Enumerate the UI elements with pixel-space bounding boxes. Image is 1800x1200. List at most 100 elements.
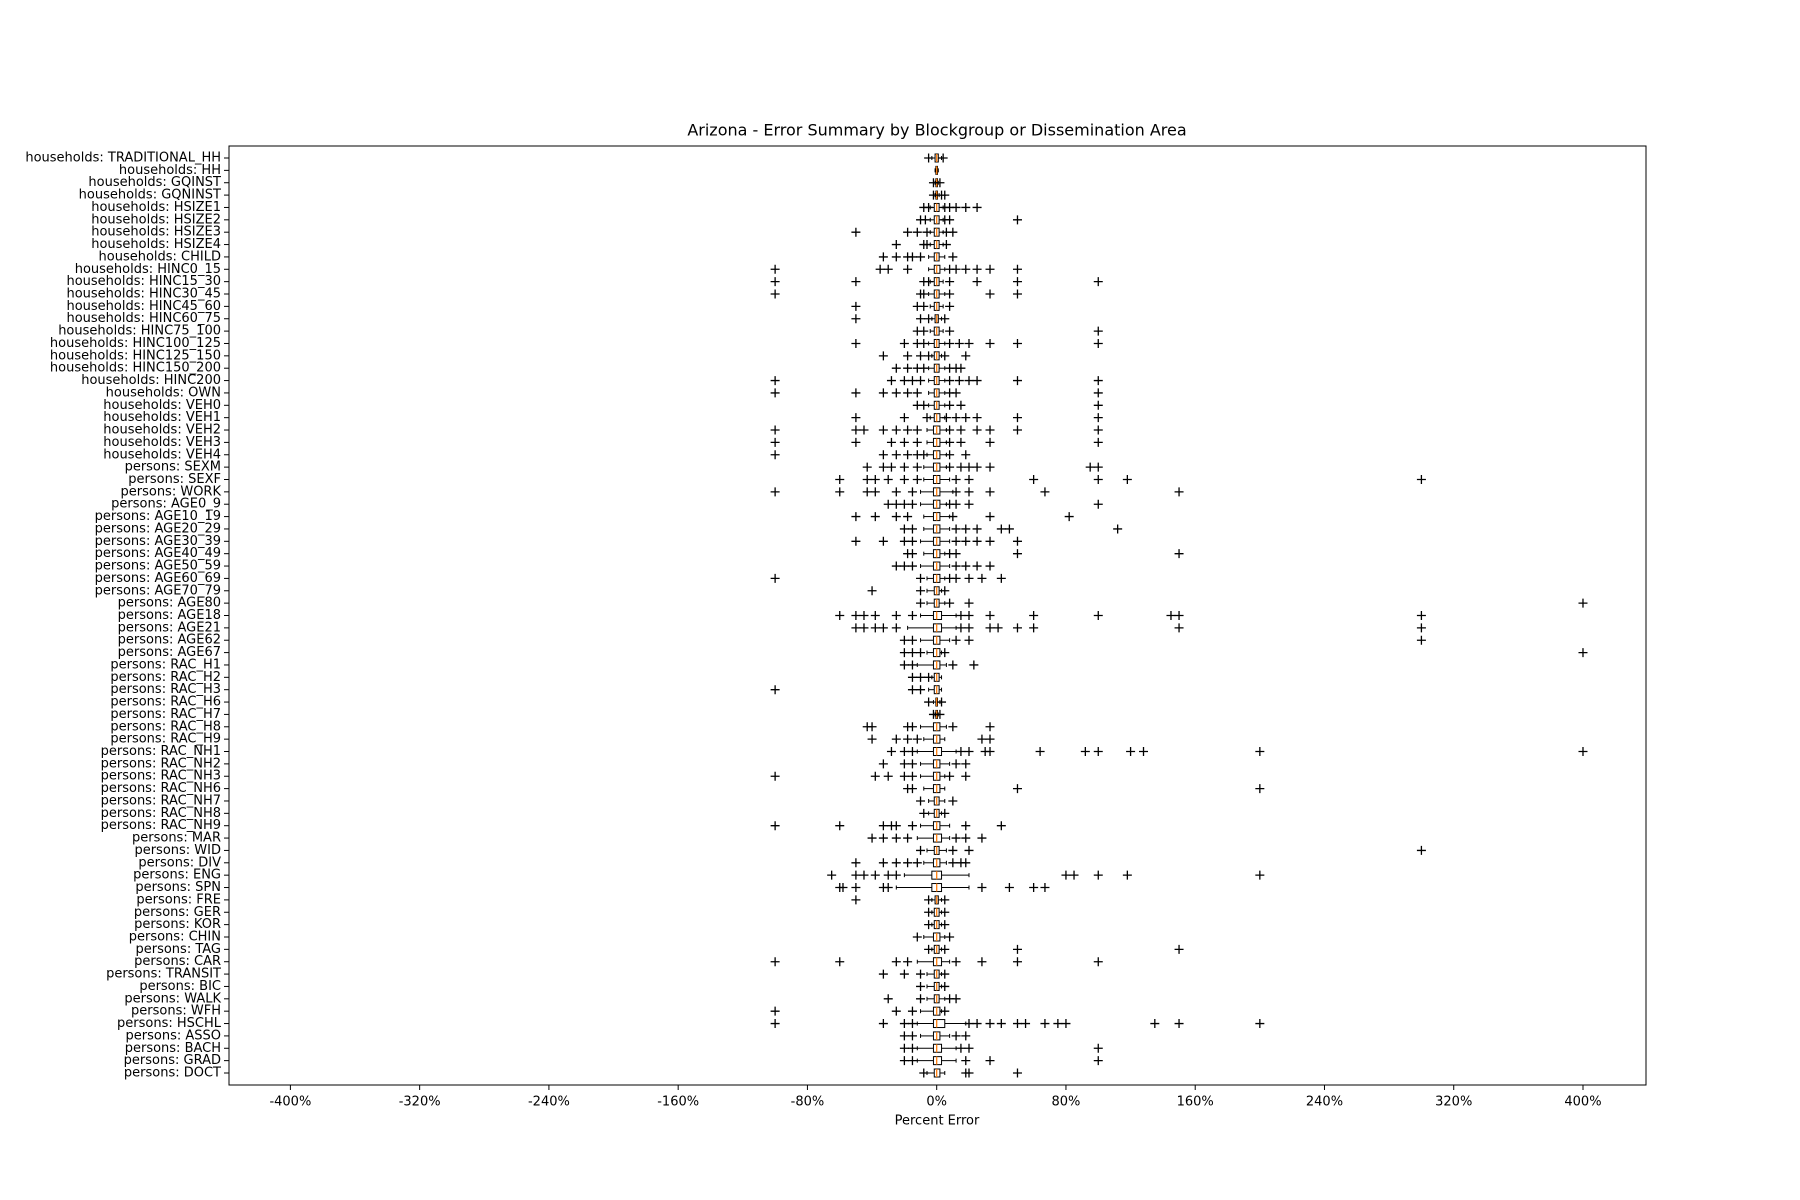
x-tick-label: -240%: [528, 1095, 570, 1110]
flier: [945, 215, 955, 225]
flier: [907, 1056, 917, 1066]
y-tick-label: households: GQINST: [88, 175, 221, 190]
flier: [972, 561, 982, 571]
y-tick-label: persons: SPN: [135, 880, 221, 895]
flier: [961, 1031, 971, 1041]
flier: [951, 388, 961, 398]
flier: [945, 598, 955, 608]
flier: [972, 413, 982, 423]
flier: [951, 474, 961, 484]
flier: [924, 314, 934, 324]
flier: [985, 264, 995, 274]
flier: [1126, 747, 1136, 757]
flier: [948, 512, 958, 522]
flier: [891, 734, 901, 744]
flier: [1085, 462, 1095, 472]
flier: [972, 202, 982, 212]
flier: [964, 635, 974, 645]
flier: [996, 573, 1006, 583]
x-tick-label: -160%: [657, 1095, 699, 1110]
flier: [903, 858, 913, 868]
flier: [945, 771, 955, 781]
flier: [940, 314, 950, 324]
flier: [878, 425, 888, 435]
flier: [951, 499, 961, 509]
flier: [951, 635, 961, 645]
y-tick-label: households: HINC30_45: [66, 287, 221, 302]
y-tick-label: households: OWN: [106, 385, 221, 400]
flier: [1004, 883, 1014, 893]
flier: [891, 821, 901, 831]
flier: [1578, 648, 1588, 658]
flier: [964, 623, 974, 633]
flier: [916, 376, 926, 386]
y-tick-label: persons: RAC_NH3: [101, 769, 221, 784]
flier: [972, 524, 982, 534]
flier: [916, 314, 926, 324]
flier: [940, 981, 950, 991]
flier: [920, 215, 930, 225]
flier: [1012, 536, 1022, 546]
y-tick-label: persons: MAR: [132, 831, 221, 846]
y-tick-label: households: CHILD: [99, 249, 221, 264]
flier: [891, 425, 901, 435]
flier: [985, 437, 995, 447]
flier: [1040, 883, 1050, 893]
y-tick-label: persons: AGE60_69: [95, 571, 221, 586]
flier: [961, 351, 971, 361]
flier: [912, 388, 922, 398]
flier: [891, 252, 901, 262]
flier: [912, 474, 922, 484]
flier: [903, 363, 913, 373]
flier: [862, 462, 872, 472]
flier: [859, 870, 869, 880]
flier: [985, 623, 995, 633]
flier: [907, 252, 917, 262]
flier: [1029, 883, 1039, 893]
flier: [851, 623, 861, 633]
flier: [903, 833, 913, 843]
flier: [903, 388, 913, 398]
y-tick-label: households: HINC200: [81, 373, 221, 388]
flier: [924, 351, 934, 361]
flier: [851, 895, 861, 905]
flier: [899, 524, 909, 534]
flier: [951, 759, 961, 769]
y-tick-label: households: HH: [119, 163, 221, 178]
flier: [770, 573, 780, 583]
y-tick-label: households: HINC0_15: [75, 262, 221, 277]
flier: [945, 326, 955, 336]
flier: [878, 536, 888, 546]
y-tick-label: households: HINC60_75: [66, 311, 221, 326]
flier: [956, 623, 966, 633]
flier: [1093, 747, 1103, 757]
flier: [969, 660, 979, 670]
flier: [907, 722, 917, 732]
flier: [935, 709, 945, 719]
flier: [1174, 944, 1184, 954]
flier: [907, 536, 917, 546]
flier: [1093, 1056, 1103, 1066]
flier: [945, 277, 955, 287]
flier: [951, 413, 961, 423]
flier: [972, 425, 982, 435]
x-tick-label: -80%: [791, 1095, 825, 1110]
y-tick-label: households: TRADITIONAL_HH: [25, 151, 221, 166]
y-tick-label: persons: DIV: [138, 855, 221, 870]
flier: [891, 611, 901, 620]
flier: [916, 573, 926, 583]
flier: [1012, 623, 1022, 633]
flier: [770, 487, 780, 497]
flier: [1416, 623, 1426, 633]
y-tick-label: persons: RAC_H6: [110, 695, 221, 710]
flier: [961, 821, 971, 831]
flier: [907, 1019, 917, 1029]
flier: [919, 400, 929, 410]
flier: [1069, 870, 1079, 880]
flier: [916, 648, 926, 658]
flier: [961, 561, 971, 571]
flier: [951, 994, 961, 1004]
flier: [878, 821, 888, 831]
flier: [886, 437, 896, 447]
